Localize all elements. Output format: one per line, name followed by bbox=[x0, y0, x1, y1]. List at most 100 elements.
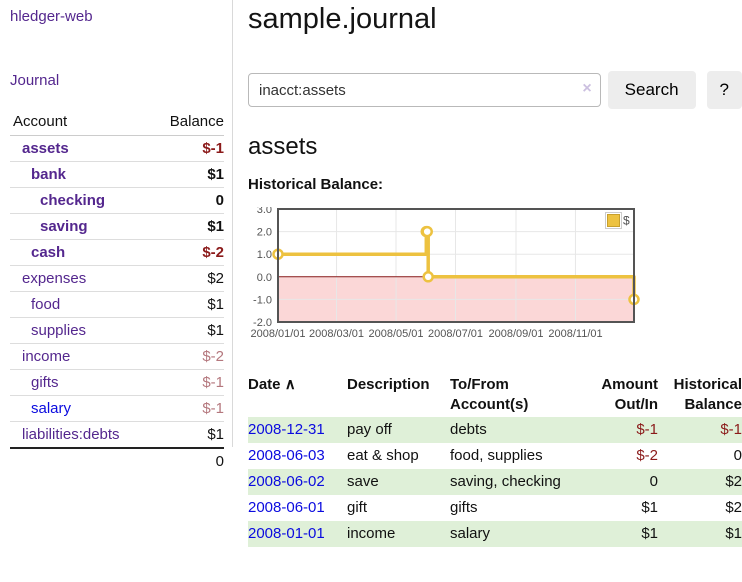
svg-text:1.0: 1.0 bbox=[257, 249, 272, 261]
account-balance: $-1 bbox=[153, 395, 224, 422]
search-input[interactable] bbox=[248, 73, 601, 107]
account-link[interactable]: cash bbox=[31, 244, 66, 261]
transaction-date-link[interactable]: 2008-12-31 bbox=[248, 421, 325, 438]
accounts-table: Account Balance assets $-1 bank $1 check… bbox=[10, 109, 224, 474]
svg-text:3.0: 3.0 bbox=[257, 207, 272, 216]
account-link[interactable]: gifts bbox=[31, 374, 59, 391]
svg-text:0.0: 0.0 bbox=[257, 272, 272, 284]
transaction-date-link[interactable]: 2008-06-02 bbox=[248, 473, 325, 490]
transaction-amount: 0 bbox=[649, 473, 658, 490]
account-row: checking 0 bbox=[10, 187, 224, 214]
account-link[interactable]: assets bbox=[22, 140, 69, 157]
transaction-amount: $1 bbox=[641, 525, 658, 542]
account-row: assets $-1 bbox=[10, 135, 224, 162]
account-link[interactable]: expenses bbox=[22, 270, 87, 287]
transaction-balance: $2 bbox=[725, 473, 742, 490]
transaction-accounts: gifts bbox=[450, 499, 478, 516]
register-header-accounts: To/From Account(s) bbox=[450, 376, 529, 413]
transaction-description: eat & shop bbox=[347, 447, 419, 464]
register-row: 2008-06-01 gift gifts $1 $2 bbox=[248, 495, 742, 521]
sidebar: hledger-web Journal Account Balance asse… bbox=[0, 0, 233, 474]
accounts-total-row: 0 bbox=[10, 447, 224, 474]
transaction-description: pay off bbox=[347, 421, 392, 438]
account-row: income $-2 bbox=[10, 343, 224, 370]
sort-ascending-icon: ∧ bbox=[284, 376, 296, 393]
register-row: 2008-12-31 pay off debts $-1 $-1 bbox=[248, 417, 742, 443]
search-form: × Search ? bbox=[248, 71, 742, 109]
app-brand-link[interactable]: hledger-web bbox=[10, 8, 93, 25]
account-link[interactable]: checking bbox=[40, 192, 106, 209]
search-button[interactable]: Search bbox=[607, 71, 696, 109]
transaction-description: gift bbox=[347, 499, 368, 516]
svg-text:2008/05/01: 2008/05/01 bbox=[368, 328, 423, 340]
svg-text:2008/01/01: 2008/01/01 bbox=[250, 328, 305, 340]
account-balance: $-2 bbox=[153, 239, 224, 266]
account-row: expenses $2 bbox=[10, 265, 224, 292]
account-row: supplies $1 bbox=[10, 317, 224, 344]
sidebar-item-journal[interactable]: Journal bbox=[10, 72, 60, 89]
transaction-balance: $2 bbox=[725, 499, 742, 516]
register-row: 2008-06-03 eat & shop food, supplies $-2… bbox=[248, 443, 742, 469]
account-row: gifts $-1 bbox=[10, 369, 224, 396]
transaction-accounts: debts bbox=[450, 421, 487, 438]
main-content: sample.journal × Search ? assets Histori… bbox=[248, 0, 742, 547]
account-balance: $2 bbox=[153, 265, 224, 292]
svg-text:2008/07/01: 2008/07/01 bbox=[428, 328, 483, 340]
account-balance: $-2 bbox=[153, 343, 224, 370]
account-row: salary $-1 bbox=[10, 395, 224, 422]
svg-text:2008/03/01: 2008/03/01 bbox=[309, 328, 364, 340]
transaction-description: save bbox=[347, 473, 379, 490]
transaction-balance: 0 bbox=[733, 447, 742, 464]
svg-text:2.0: 2.0 bbox=[257, 227, 272, 239]
account-link[interactable]: income bbox=[22, 348, 71, 365]
svg-text:2008/09/01: 2008/09/01 bbox=[488, 328, 543, 340]
register-header-balance: Historical Balance bbox=[673, 376, 742, 413]
account-row: cash $-2 bbox=[10, 239, 224, 266]
account-heading: assets bbox=[248, 133, 318, 160]
register-table: Date ∧ Description To/From Account(s) Am… bbox=[248, 373, 742, 547]
clear-search-icon[interactable]: × bbox=[582, 80, 592, 97]
account-link[interactable]: saving bbox=[40, 218, 88, 235]
register-header-date[interactable]: Date ∧ bbox=[248, 376, 296, 393]
svg-text:$: $ bbox=[623, 214, 630, 228]
account-balance: $1 bbox=[153, 421, 224, 449]
search-input-wrap: × bbox=[248, 73, 601, 107]
account-balance: $-1 bbox=[153, 369, 224, 396]
transaction-date-link[interactable]: 2008-01-01 bbox=[248, 525, 325, 542]
accounts-header-balance: Balance bbox=[153, 109, 224, 136]
page-title: sample.journal bbox=[248, 3, 437, 35]
account-row: food $1 bbox=[10, 291, 224, 318]
svg-text:2008/11/01: 2008/11/01 bbox=[548, 328, 602, 340]
svg-text:-1.0: -1.0 bbox=[253, 294, 272, 306]
transaction-amount: $-1 bbox=[636, 421, 658, 438]
historical-balance-chart: $3.0 2.0 1.0 0.0 -1.0 -2.0 2008/01/01 2008/03/0… bbox=[248, 204, 742, 347]
transaction-accounts: salary bbox=[450, 525, 491, 542]
accounts-header-account: Account bbox=[10, 109, 154, 136]
transaction-accounts: saving, checking bbox=[450, 473, 561, 490]
account-link[interactable]: salary bbox=[31, 400, 72, 417]
account-link[interactable]: liabilities:debts bbox=[22, 426, 120, 443]
register-header-description: Description bbox=[347, 376, 430, 393]
account-row: bank $1 bbox=[10, 161, 224, 188]
transaction-accounts: food, supplies bbox=[450, 447, 543, 464]
account-balance: $-1 bbox=[153, 135, 224, 162]
register-header-row: Date ∧ Description To/From Account(s) Am… bbox=[248, 373, 742, 417]
transaction-date-link[interactable]: 2008-06-03 bbox=[248, 447, 325, 464]
account-balance: $1 bbox=[153, 161, 224, 188]
account-balance: 0 bbox=[153, 187, 224, 214]
account-balance: $1 bbox=[153, 291, 224, 318]
register-row: 2008-06-02 save saving, checking 0 $2 bbox=[248, 469, 742, 495]
svg-text:-2.0: -2.0 bbox=[253, 317, 272, 329]
help-button[interactable]: ? bbox=[706, 71, 742, 109]
account-link[interactable]: bank bbox=[31, 166, 67, 183]
register-row: 2008-01-01 income salary $1 $1 bbox=[248, 521, 742, 547]
account-link[interactable]: supplies bbox=[31, 322, 87, 339]
transaction-description: income bbox=[347, 525, 396, 542]
transaction-balance: $1 bbox=[725, 525, 742, 542]
account-row: liabilities:debts $1 bbox=[10, 421, 224, 449]
account-link[interactable]: food bbox=[31, 296, 61, 313]
transaction-date-link[interactable]: 2008-06-01 bbox=[248, 499, 325, 516]
account-balance: $1 bbox=[153, 317, 224, 344]
transaction-amount: $1 bbox=[641, 499, 658, 516]
